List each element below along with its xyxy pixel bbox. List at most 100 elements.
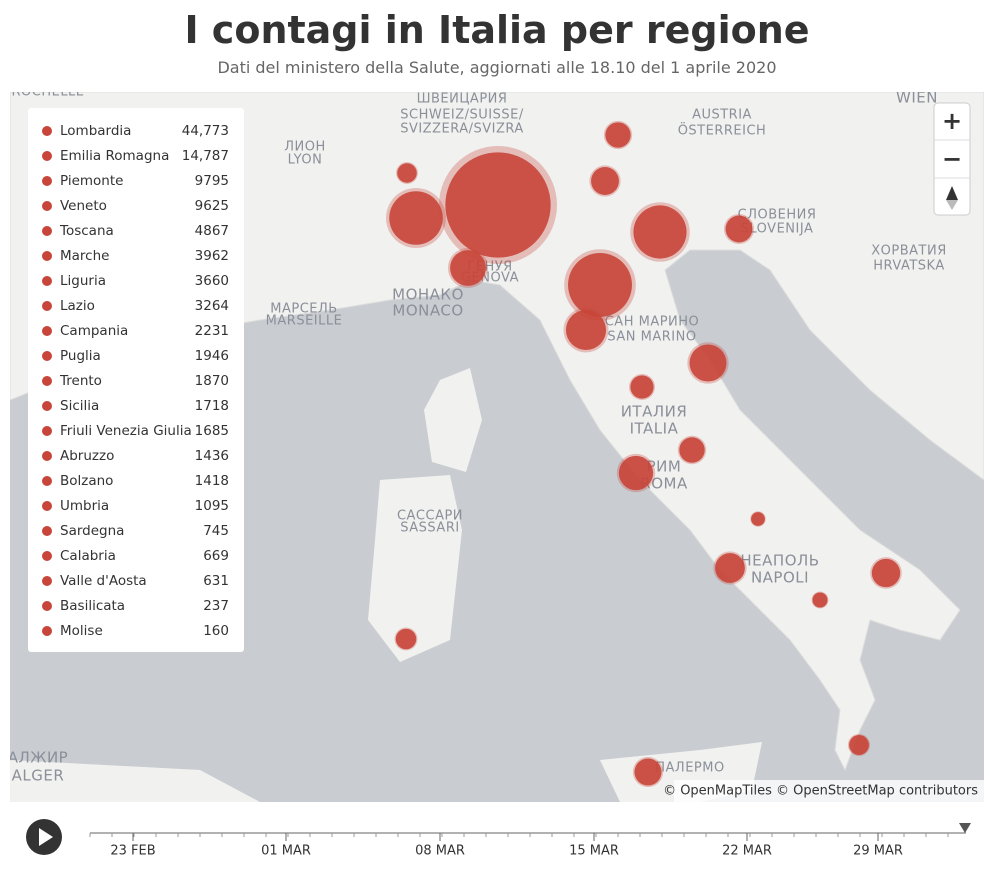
legend-value: 1718 (195, 398, 229, 414)
map-label: МОНАКО (392, 286, 464, 304)
bubble (689, 344, 727, 382)
legend-value: 2231 (195, 323, 229, 339)
legend-dot (42, 251, 52, 261)
map-label: NAPOLI (751, 569, 809, 587)
legend-dot (42, 176, 52, 186)
map-label: SLOVENIJA (741, 222, 814, 237)
bubble (634, 758, 662, 786)
timeline-label: 29 MAR (853, 844, 903, 859)
legend-value: 160 (203, 623, 229, 639)
timeline-label: 01 MAR (261, 844, 311, 859)
subtitle: Dati del ministero della Salute, aggiorn… (217, 58, 777, 77)
legend-region: Toscana (59, 223, 114, 239)
map-label: ALGER (12, 767, 65, 785)
zoom-controls: + − (933, 102, 971, 216)
legend-value: 237 (203, 598, 229, 614)
bubble (565, 309, 607, 351)
legend-region: Piemonte (60, 173, 123, 189)
legend-dot (42, 601, 52, 611)
legend-value: 1095 (195, 498, 229, 514)
legend-region: Friuli Venezia Giulia (60, 423, 192, 439)
legend-dot (42, 476, 52, 486)
legend-value: 631 (203, 573, 229, 589)
legend-dot (42, 501, 52, 511)
compass[interactable] (946, 186, 958, 200)
legend-region: Umbria (60, 498, 109, 514)
map-label: РИМ (647, 458, 682, 476)
attribution-bg (674, 780, 984, 802)
legend-value: 1870 (195, 373, 229, 389)
legend-region: Veneto (60, 198, 107, 214)
legend-value: 1436 (195, 448, 229, 464)
legend-region: Campania (60, 323, 128, 339)
map-label: SASSARI (400, 521, 459, 536)
legend-dot (42, 526, 52, 536)
legend-dot (42, 151, 52, 161)
legend-box (28, 108, 244, 652)
bubble (605, 122, 631, 148)
legend-value: 9795 (195, 173, 229, 189)
legend-value: 3264 (195, 298, 229, 314)
map-label: ПАЛЕРМО (655, 761, 724, 776)
map-label: AUSTRIA (692, 108, 752, 123)
legend-dot (42, 451, 52, 461)
map-label: MONACO (392, 302, 463, 320)
map-label: СЛОВЕНИЯ (738, 208, 817, 223)
legend-region: Trento (59, 373, 102, 389)
legend-region: Abruzzo (60, 448, 114, 464)
legend-dot (42, 126, 52, 136)
legend-region: Bolzano (60, 473, 113, 489)
legend-dot (42, 326, 52, 336)
map-label: SCHWEIZ/SUISSE/ (400, 108, 524, 123)
legend-region: Calabria (60, 548, 116, 564)
timeline-handle[interactable] (959, 823, 971, 833)
timeline-ticks: 23 FEB 01 MAR 08 MAR 15 MAR 22 MAR 29 MAR (89, 833, 949, 859)
legend-value: 9625 (195, 198, 229, 214)
map-label: САН МАРИНО (605, 315, 700, 330)
legend-value: 3962 (195, 248, 229, 264)
zoom-in[interactable]: + (942, 107, 962, 135)
bubble (618, 455, 654, 491)
bubble (751, 512, 765, 526)
legend-region: Valle d'Aosta (60, 573, 147, 589)
legend: Lombardia 44,773 Emilia Romagna 14,787 Piemo… (42, 123, 229, 639)
legend-value: 1946 (195, 348, 229, 364)
map-label: HRVATSKA (873, 259, 944, 274)
zoom-out[interactable]: − (942, 145, 962, 173)
compass-south (946, 200, 958, 210)
bubble (397, 163, 417, 183)
attribution: © OpenMapTiles © OpenStreetMap contribut… (663, 784, 978, 799)
corsica (424, 368, 482, 472)
map-label: ШВЕЙЦАРИЯ (417, 91, 508, 107)
bubble (591, 167, 619, 195)
timeline-label: 23 FEB (110, 844, 155, 859)
title: I contagi in Italia per regione (184, 8, 810, 52)
bubble (725, 215, 753, 243)
timeline-label: 22 MAR (722, 844, 772, 859)
legend-dot (42, 401, 52, 411)
legend-dot (42, 276, 52, 286)
timeline-label: 08 MAR (415, 844, 465, 859)
map-label: WIEN (896, 89, 938, 107)
legend-region: Lombardia (60, 123, 131, 139)
bubble (679, 437, 705, 463)
bubble (568, 253, 632, 317)
legend-value: 745 (203, 523, 229, 539)
legend-region: Emilia Romagna (60, 148, 169, 164)
legend-region: Puglia (60, 348, 101, 364)
legend-dot (42, 201, 52, 211)
legend-dot (42, 376, 52, 386)
legend-value: 669 (203, 548, 229, 564)
timeline: 23 FEB 01 MAR 08 MAR 15 MAR 22 MAR 29 MAR (26, 819, 971, 859)
legend-dot (42, 226, 52, 236)
legend-dot (42, 301, 52, 311)
bubble (871, 558, 901, 588)
legend-value: 1685 (195, 423, 229, 439)
legend-dot (42, 576, 52, 586)
legend-value: 14,787 (182, 148, 229, 164)
legend-value: 4867 (195, 223, 229, 239)
map-label: LYON (288, 153, 323, 168)
bubble (812, 592, 828, 608)
